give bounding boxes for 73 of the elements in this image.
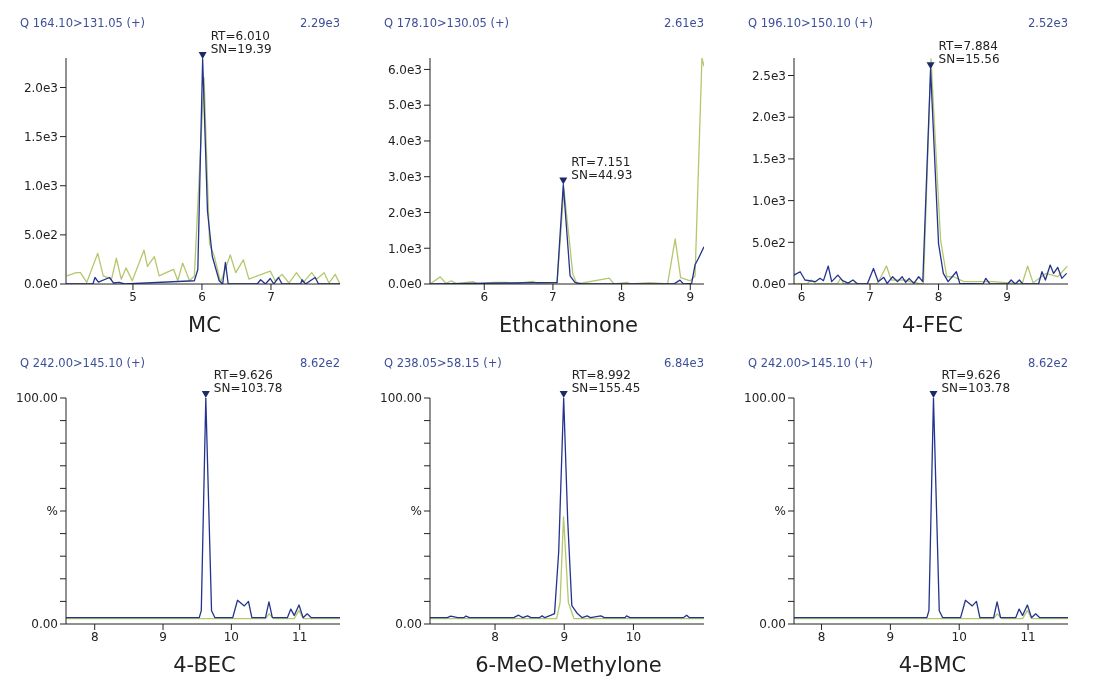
text: 2.61e3 — [664, 16, 704, 30]
y-tick-label: 0.0e0 — [751, 277, 786, 292]
y-tick-label: % — [410, 504, 422, 519]
y-tick-label: 100.00 — [744, 391, 786, 406]
y-tick-label: 1.0e3 — [387, 241, 422, 256]
x-tick-label: 6 — [797, 289, 806, 304]
chart-title: Q 238.05>58.15 (+) — [384, 356, 502, 370]
text: 8.62e2 — [300, 356, 340, 370]
y-tick-label: 5.0e2 — [751, 235, 786, 250]
chart-title: Q 164.10>131.05 (+) — [20, 16, 146, 30]
y-tick-label: 6.0e3 — [387, 62, 422, 77]
y-tick-label: 2.0e3 — [387, 205, 422, 220]
y-tick-label: 0.0e0 — [387, 277, 422, 292]
x-tick-label: 9 — [159, 629, 167, 644]
x-tick-label: 9 — [886, 629, 895, 644]
x-tick-label: 6 — [198, 289, 206, 304]
x-tick-label: 9 — [1003, 289, 1011, 304]
x-tick-label: 8 — [817, 629, 826, 644]
x-tick-label: 8 — [617, 289, 626, 304]
annotation: RT=7.884 SN=15.56 — [938, 39, 1000, 67]
y-tick-label: 5.0e2 — [23, 228, 58, 243]
x-axis-title: 4-BMC — [897, 653, 968, 677]
x-axis-title: 6-MeO-Methylone — [474, 653, 663, 677]
x-axis-title: 4-BEC — [172, 653, 237, 677]
chart-title: Q 178.10>130.05 (+) — [384, 16, 510, 30]
y-tick-label: 100.00 — [16, 391, 58, 406]
annotation: RT=6.010 SN=19.39 — [210, 28, 272, 56]
chart-title: Q 242.00>145.10 (+) — [20, 356, 146, 370]
y-tick-label: 1.5e3 — [751, 152, 786, 167]
chart-title: Q 196.10>150.10 (+) — [748, 16, 874, 30]
x-tick-label: 10 — [625, 629, 642, 644]
y-tick-label: 1.5e3 — [23, 129, 58, 144]
y-tick-label: 1.0e3 — [751, 193, 786, 208]
y-tick-label: 1.0e3 — [23, 179, 58, 193]
y-tick-label: 100.00 — [380, 391, 422, 406]
x-tick-label: 8 — [934, 289, 943, 304]
x-tick-label: 11 — [1020, 629, 1036, 644]
text: 8.62e2 — [1028, 356, 1068, 370]
x-tick-label: 10 — [951, 629, 967, 644]
y-tick-label: 3.0e3 — [387, 169, 422, 184]
x-tick-label: 7 — [866, 289, 874, 304]
y-tick-label: % — [46, 504, 58, 519]
y-tick-label: 0.00 — [395, 617, 422, 632]
x-axis-title: Ethcathinone — [498, 313, 639, 337]
x-tick-label: 9 — [560, 629, 569, 644]
y-tick-label: 2.0e3 — [751, 110, 786, 125]
x-tick-label: 7 — [267, 289, 275, 304]
x-tick-label: 11 — [292, 629, 308, 644]
text: 6.84e3 — [664, 356, 704, 370]
y-tick-label: 0.0e0 — [23, 277, 58, 292]
x-tick-label: 5 — [129, 289, 137, 304]
x-tick-label: 7 — [549, 289, 557, 304]
text: 2.52e3 — [1028, 16, 1068, 30]
x-tick-label: 10 — [223, 629, 239, 644]
y-tick-label: 4.0e3 — [387, 134, 422, 149]
y-tick-label: % — [774, 504, 786, 519]
x-tick-label: 9 — [686, 289, 695, 304]
x-axis-title: MC — [187, 313, 222, 337]
chart-title: Q 242.00>145.10 (+) — [748, 356, 874, 370]
y-tick-label: 2.5e3 — [751, 68, 786, 83]
text: 2.29e3 — [300, 16, 340, 30]
annotation: RT=9.626 SN=103.78 — [941, 368, 1011, 395]
y-tick-label: 0.00 — [31, 617, 58, 632]
x-axis-title: 4-FEC — [901, 313, 964, 337]
annotation: RT=7.151 SN=44.93 — [571, 154, 633, 182]
y-tick-label: 0.00 — [759, 617, 786, 632]
annotation: RT=9.626 SN=103.78 — [213, 368, 283, 395]
y-tick-label: 5.0e3 — [387, 98, 422, 113]
x-tick-label: 8 — [491, 629, 499, 644]
y-tick-label: 2.0e3 — [23, 80, 58, 95]
x-tick-label: 8 — [90, 629, 99, 644]
x-tick-label: 6 — [480, 289, 489, 304]
annotation: RT=8.992 SN=155.45 — [571, 368, 641, 395]
